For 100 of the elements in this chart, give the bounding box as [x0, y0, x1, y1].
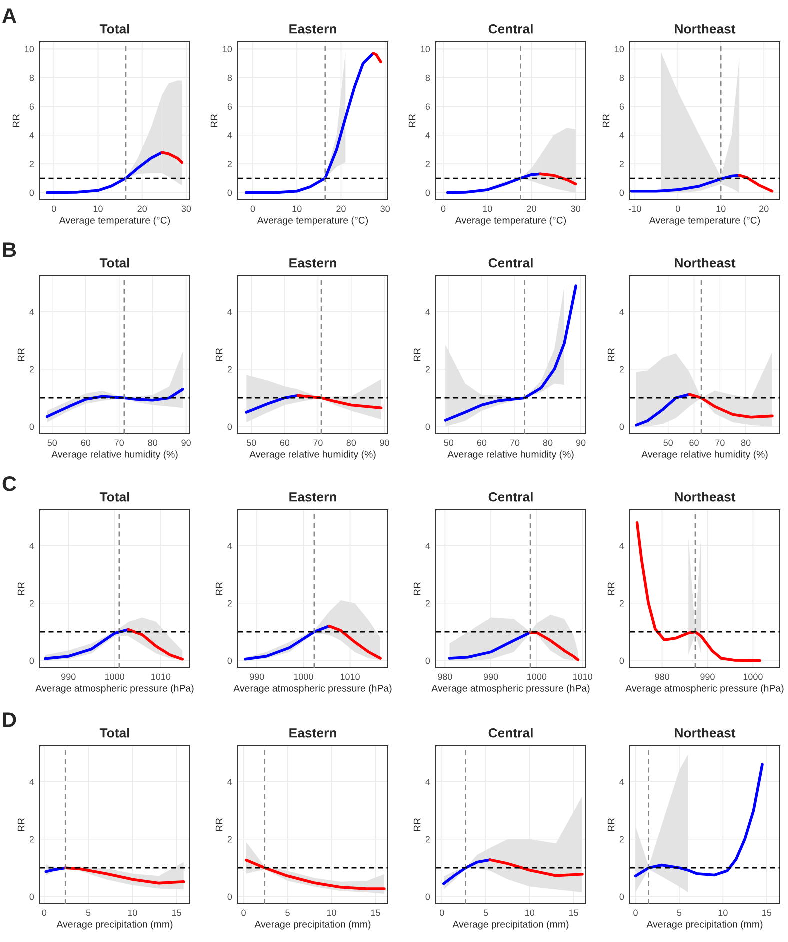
x-axis-title: Average precipitation (mm) — [452, 920, 569, 930]
y-tick-label: 4 — [426, 542, 430, 550]
y-tick-label: 8 — [228, 74, 232, 82]
x-tick-label: 50 — [48, 440, 58, 446]
line-series — [738, 174, 774, 193]
x-tick-label: 1010 — [152, 674, 171, 680]
y-axis-title: RR — [216, 582, 223, 596]
x-tick-label: 5 — [484, 910, 488, 916]
line-series — [634, 763, 764, 878]
y-tick-label: 8 — [426, 74, 430, 82]
chart-title: Total — [100, 24, 130, 34]
y-axis-title: RR — [608, 818, 615, 832]
y-tick-label: 0 — [620, 658, 624, 664]
x-tick-label: 60 — [280, 440, 290, 446]
line-series — [44, 628, 130, 660]
y-tick-label: 4 — [620, 308, 624, 316]
y-tick-label: 2 — [30, 161, 34, 168]
x-tick-label: 90 — [182, 440, 191, 446]
x-axis-title: Average relative humidity (%) — [52, 450, 178, 460]
x-tick-label: 1000 — [294, 674, 314, 680]
y-tick-label: 2 — [620, 161, 624, 168]
chart-title: Central — [488, 728, 533, 738]
y-tick-label: 2 — [228, 366, 232, 373]
y-tick-label: 2 — [620, 836, 624, 843]
chart-title: Northeast — [675, 258, 736, 268]
x-tick-label: 50 — [444, 440, 454, 446]
x-tick-label: 0 — [242, 910, 246, 916]
line-series — [244, 52, 375, 194]
x-tick-label: 1010 — [340, 674, 360, 680]
x-tick-label: 0 — [42, 910, 47, 916]
y-tick-label: 0 — [426, 658, 430, 664]
y-tick-label: 4 — [30, 308, 34, 316]
x-tick-label: 0 — [52, 206, 56, 212]
x-axis-title: Average precipitation (mm) — [56, 920, 173, 930]
line-series — [688, 393, 774, 419]
y-tick-label: 4 — [620, 542, 624, 550]
y-tick-label: 10 — [615, 46, 624, 53]
line-series — [328, 624, 382, 660]
chart-title: Eastern — [290, 728, 336, 738]
x-tick-label: 10 — [327, 910, 336, 916]
x-tick-label: 80 — [346, 440, 356, 446]
y-tick-label: 4 — [228, 542, 232, 550]
y-axis-title: RR — [414, 348, 421, 362]
chart-title: Total — [100, 258, 130, 268]
x-tick-label: 10 — [483, 206, 492, 212]
y-tick-label: 4 — [426, 132, 430, 139]
y-tick-label: 2 — [426, 836, 430, 843]
x-tick-label: 10 — [716, 206, 726, 212]
x-tick-label: 60 — [690, 440, 699, 446]
x-axis-title: Average temperature (°C) — [649, 216, 760, 226]
line-series — [630, 174, 741, 193]
chart-title: Eastern — [290, 24, 336, 34]
x-tick-label: 50 — [246, 440, 256, 446]
y-tick-label: 0 — [228, 894, 232, 900]
y-axis-title: RR — [216, 818, 223, 832]
x-tick-label: 20 — [336, 206, 346, 212]
y-tick-label: 0 — [426, 190, 430, 196]
y-tick-label: 2 — [228, 600, 232, 607]
y-axis-title: RR — [18, 818, 25, 832]
y-tick-label: 0 — [426, 894, 430, 900]
x-tick-label: 60 — [477, 440, 487, 446]
y-tick-label: 4 — [30, 132, 34, 139]
x-tick-label: 0 — [441, 206, 446, 212]
y-tick-label: 4 — [228, 778, 232, 786]
chart-title: Northeast — [675, 492, 736, 502]
text: A — [2, 8, 16, 24]
chart-title: Northeast — [675, 728, 736, 738]
x-tick-label: 20 — [138, 206, 148, 212]
y-axis-title: RR — [602, 114, 610, 128]
y-axis-title: RR — [414, 582, 421, 596]
x-tick-label: 0 — [250, 206, 256, 212]
y-tick-label: 10 — [25, 46, 34, 53]
y-tick-label: 4 — [228, 132, 232, 139]
chart-title: Eastern — [290, 492, 336, 502]
x-tick-label: 20 — [527, 206, 536, 212]
chart-title: Central — [488, 24, 533, 34]
x-tick-label: 10 — [128, 910, 138, 916]
line-series — [529, 631, 580, 662]
y-tick-label: 2 — [30, 366, 34, 373]
y-tick-label: 0 — [228, 190, 232, 196]
chart-title: Northeast — [675, 24, 736, 34]
y-tick-label: 2 — [426, 161, 430, 168]
x-tick-label: 1000 — [105, 674, 124, 680]
text: B — [3, 242, 16, 258]
y-axis-title: RR — [608, 582, 615, 596]
x-tick-label: 10 — [292, 206, 302, 212]
x-tick-label: 80 — [148, 440, 158, 446]
text: D — [3, 712, 16, 728]
y-tick-label: 8 — [620, 74, 624, 82]
x-tick-label: 10 — [718, 910, 728, 916]
y-tick-label: 4 — [620, 778, 624, 786]
line-series — [446, 172, 542, 194]
y-tick-label: 2 — [30, 600, 34, 607]
chart-title: Total — [100, 728, 130, 738]
line-series — [160, 151, 184, 164]
y-tick-label: 4 — [30, 542, 34, 550]
y-tick-label: 0 — [228, 424, 232, 430]
x-tick-label: 50 — [664, 440, 674, 446]
y-axis-title: RR — [608, 348, 615, 362]
y-tick-label: 4 — [426, 308, 430, 316]
